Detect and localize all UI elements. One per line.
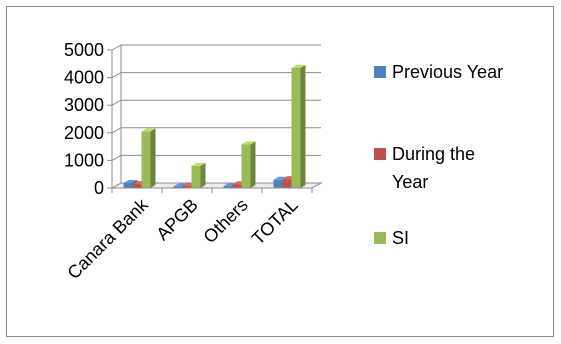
bar	[191, 165, 201, 188]
y-tick-label: 5000	[64, 40, 104, 60]
bar	[291, 67, 301, 188]
chart-frame	[6, 6, 554, 337]
x-tick-label: TOTAL	[248, 195, 302, 249]
y-tick-label: 0	[94, 178, 104, 198]
x-tick-label: Canara Bank	[63, 194, 152, 283]
bar-side	[150, 128, 156, 188]
bar	[182, 185, 192, 188]
gridline-diagonal	[111, 72, 122, 79]
legend-swatch	[374, 148, 386, 160]
x-tick-label: Others	[199, 195, 251, 247]
bar	[141, 131, 151, 188]
gridline-diagonal	[111, 154, 122, 161]
bar	[241, 144, 251, 188]
bar-top	[173, 183, 188, 187]
y-tick-label: 1000	[64, 150, 104, 170]
bar-side	[200, 162, 206, 188]
legend-label: Previous Year	[392, 62, 503, 82]
y-tick-label: 4000	[64, 68, 104, 88]
bar-top	[191, 162, 206, 166]
bar	[273, 179, 283, 188]
bar-top	[291, 64, 306, 68]
y-tick-label: 2000	[64, 123, 104, 143]
legend-swatch	[374, 232, 386, 244]
gridline-diagonal	[111, 182, 122, 189]
legend-label: During the	[392, 144, 475, 164]
bar-side	[250, 141, 256, 188]
gridline-diagonal	[111, 99, 122, 106]
bar-top	[241, 141, 256, 145]
bar-top	[273, 176, 288, 180]
bar	[232, 184, 242, 188]
bar	[173, 186, 183, 188]
bar	[132, 184, 142, 188]
bar-top	[123, 180, 138, 184]
bar	[282, 179, 292, 188]
gridline-diagonal	[111, 44, 122, 51]
legend-label: Year	[392, 172, 428, 192]
gridline-diagonal	[111, 127, 122, 134]
legend-label: SI	[392, 228, 409, 248]
bar	[223, 186, 233, 188]
bar	[123, 183, 133, 188]
bar-side	[300, 64, 306, 188]
legend-swatch	[374, 66, 386, 78]
x-tick-label: APGB	[152, 195, 202, 245]
bar-top	[141, 128, 156, 132]
y-tick-label: 3000	[64, 95, 104, 115]
